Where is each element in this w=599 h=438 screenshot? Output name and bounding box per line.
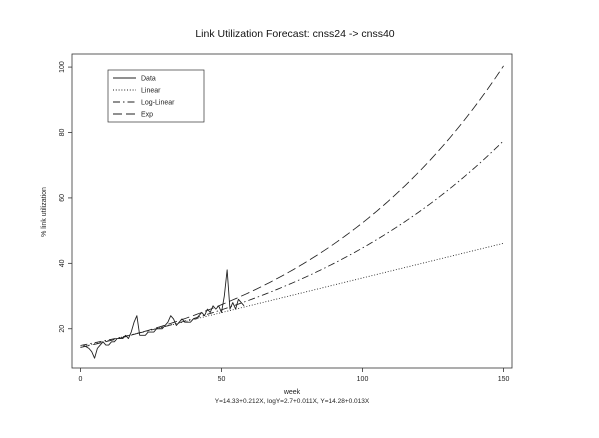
y-tick-label: 100 [59, 61, 66, 73]
legend-box [107, 69, 205, 123]
y-axis: 20 40 60 80 100 [59, 61, 72, 333]
y-tick-label: 60 [59, 194, 66, 202]
plot-frame [71, 53, 513, 369]
series-layer [80, 65, 504, 359]
legend: Data Linear Log-Linear Exp [107, 69, 205, 123]
x-axis-label: week [283, 389, 301, 396]
chart-title: Link Utilization Forecast: cnss24 -> cns… [195, 28, 394, 40]
legend-label: Data [141, 76, 156, 83]
x-tick-label: 0 [79, 376, 83, 383]
y-axis-label: % link utilization [41, 187, 48, 237]
series-line-log-linear [80, 140, 504, 346]
series-line-data [83, 269, 245, 359]
legend-label: Exp [141, 112, 153, 119]
x-tick-label: 150 [498, 376, 510, 383]
x-tick-label: 50 [218, 376, 226, 383]
y-tick-label: 20 [59, 325, 66, 333]
x-tick-label: 100 [357, 376, 369, 383]
legend-label: Log-Linear [141, 100, 175, 107]
x-axis: 0 50 100 150 [79, 368, 510, 383]
legend-label: Linear [141, 88, 161, 95]
y-tick-label: 40 [59, 259, 66, 267]
y-tick-label: 80 [59, 129, 66, 137]
fit-equations-caption: Y=14.33+0.212X, logY=2.7+0.011X, Y=14.28… [215, 398, 370, 405]
series-line-exp [80, 65, 504, 348]
